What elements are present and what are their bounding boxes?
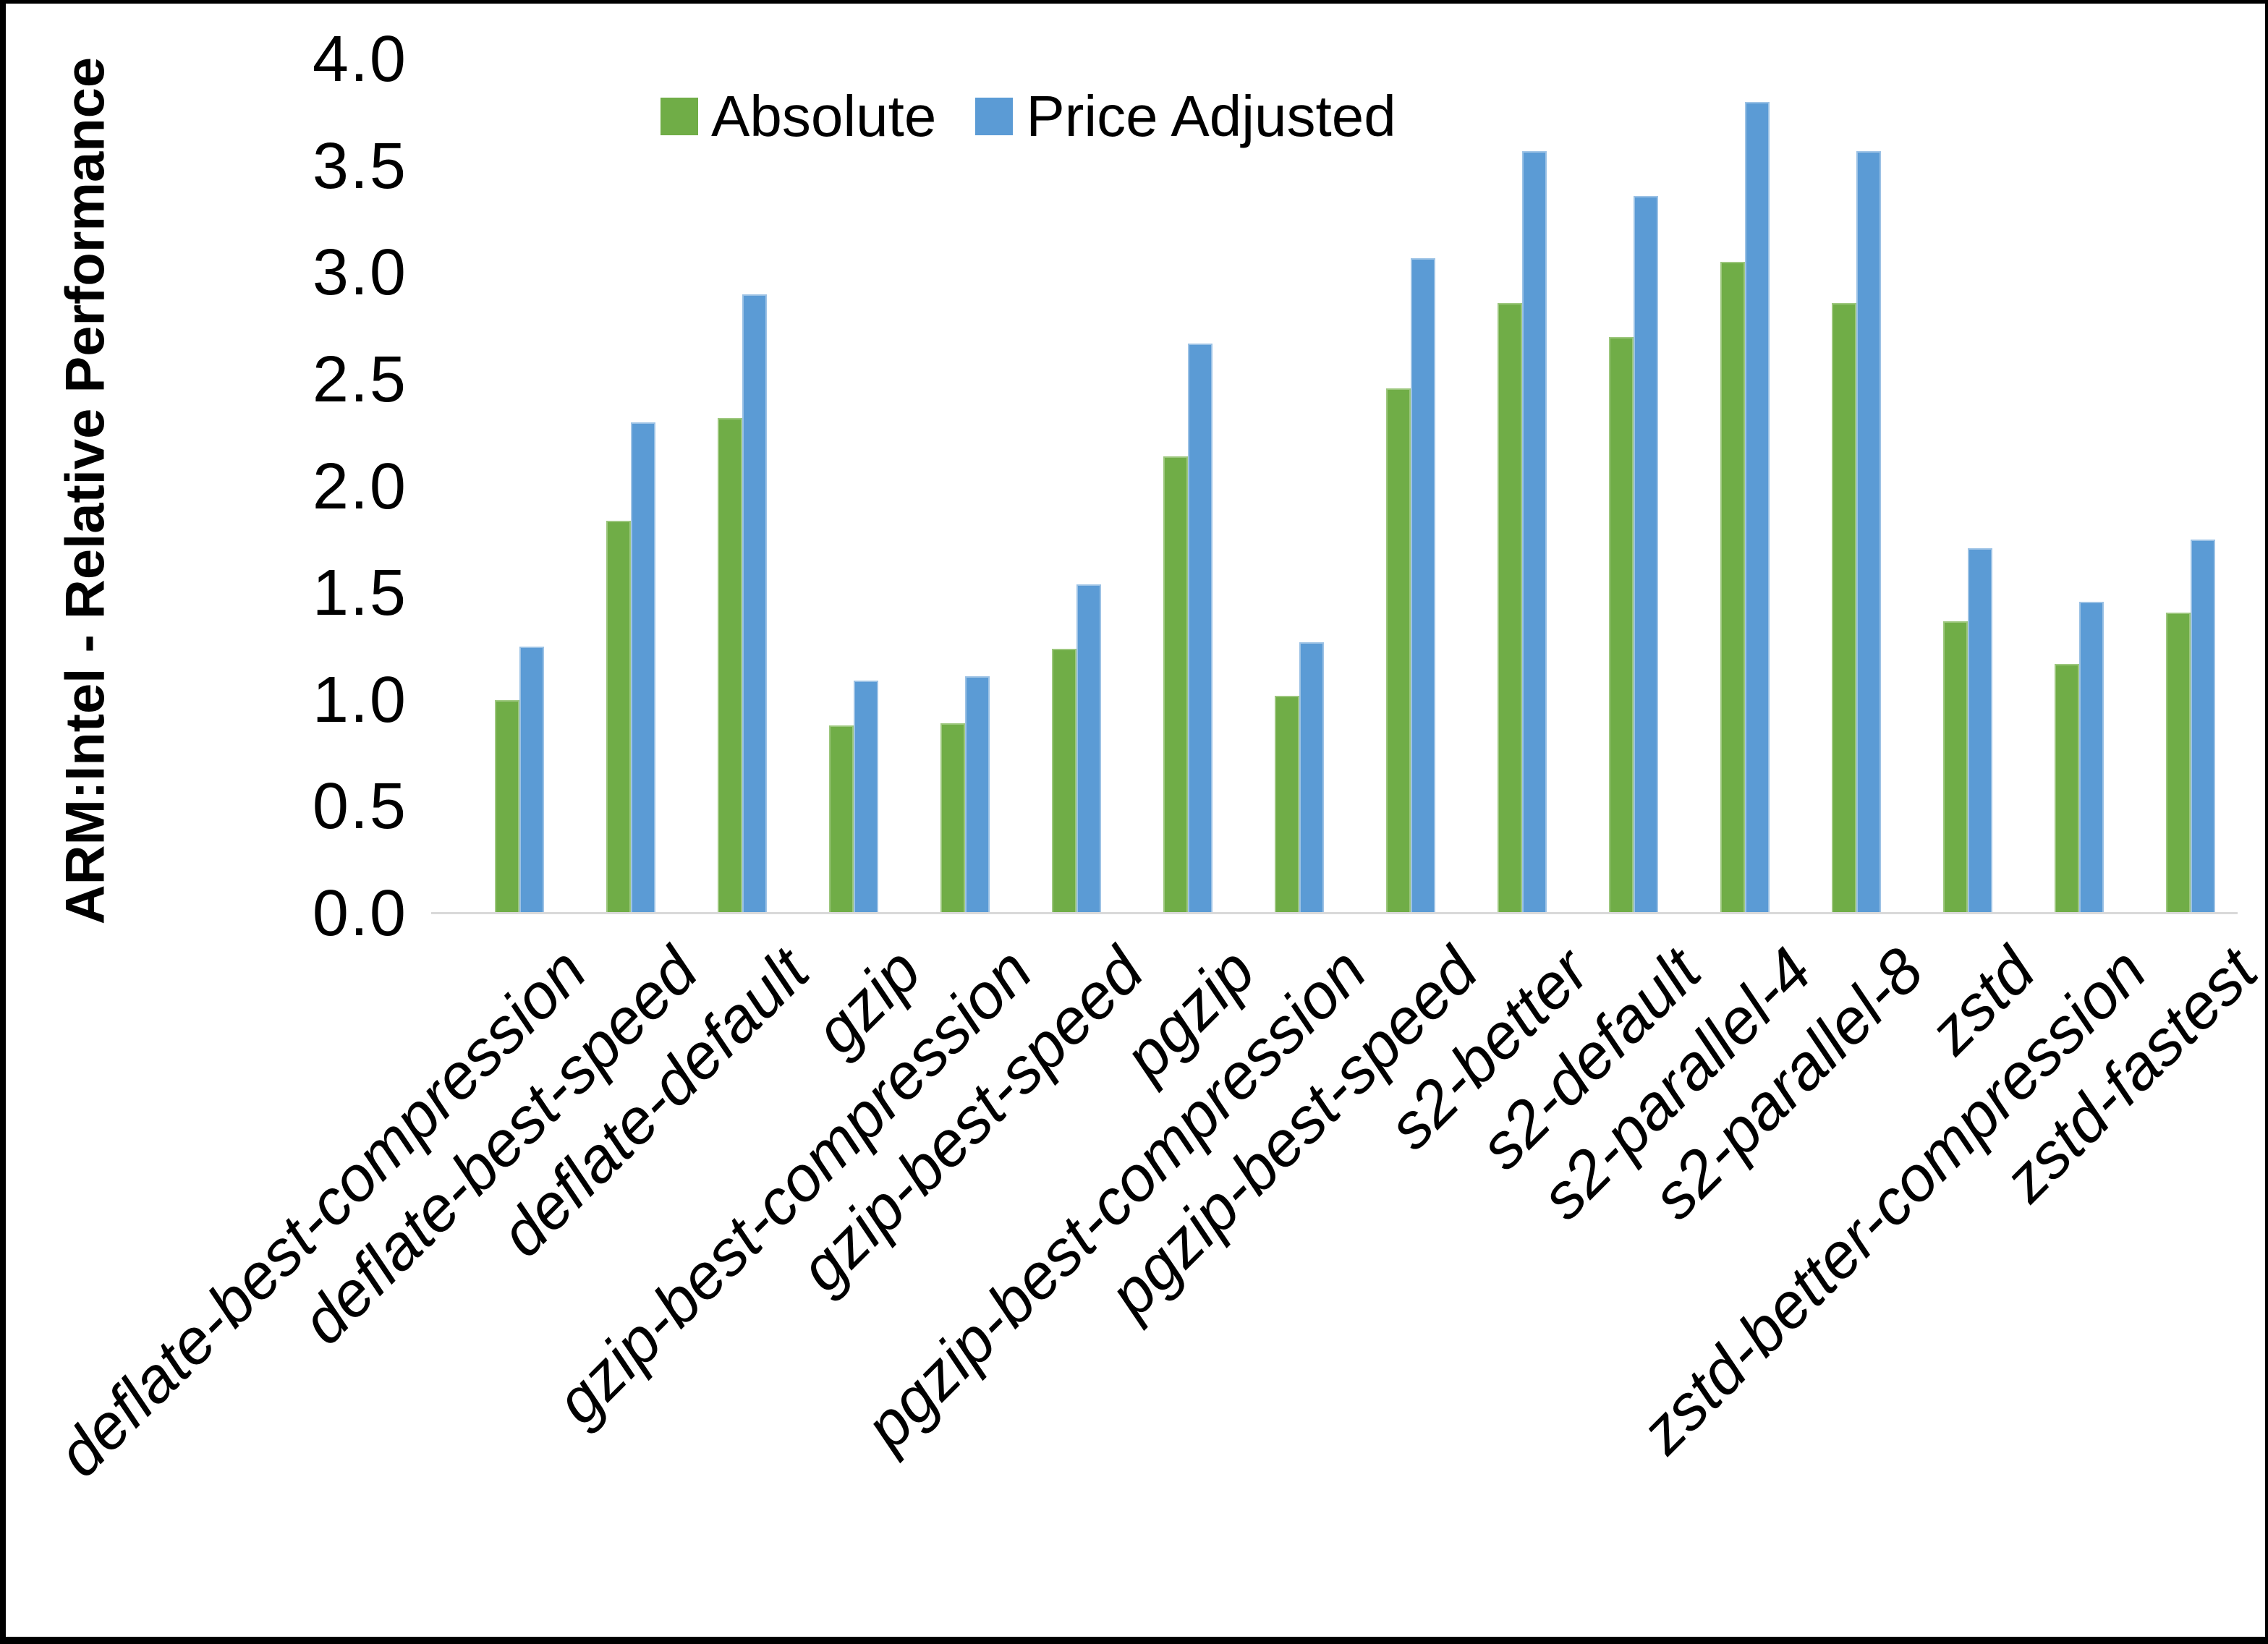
bar-price-adjusted-pgzip-best-speed (1411, 258, 1435, 913)
y-tick-label-1.5: 1.5 (312, 557, 407, 630)
bar-price-adjusted-pgzip-best-compression (1299, 642, 1324, 913)
bar-absolute-deflate-best-speed (606, 521, 631, 913)
legend-label-price-adjusted: Price Adjusted (1026, 84, 1396, 148)
x-axis-line (431, 912, 2238, 914)
legend-label-absolute: Absolute (711, 84, 937, 148)
bar-absolute-pgzip-best-speed (1386, 388, 1411, 913)
bar-absolute-s2-parallel-8 (1832, 303, 1856, 913)
bar-absolute-zstd (1943, 621, 1968, 913)
bar-absolute-s2-default (1609, 337, 1634, 913)
bar-absolute-deflate-best-compression (495, 700, 519, 913)
legend-swatch-price-adjusted (975, 98, 1014, 135)
y-tick-label-4.0: 4.0 (312, 23, 407, 95)
y-tick-label-1.0: 1.0 (312, 663, 407, 736)
bar-absolute-pgzip (1163, 456, 1188, 913)
bar-price-adjusted-s2-parallel-4 (1745, 102, 1770, 913)
bar-price-adjusted-s2-parallel-8 (1856, 151, 1881, 913)
bar-price-adjusted-s2-default (1634, 196, 1658, 913)
y-tick-label-0.0: 0.0 (312, 877, 407, 950)
bar-absolute-zstd-better-compression (2055, 664, 2079, 913)
bar-price-adjusted-deflate-best-compression (519, 647, 544, 913)
bar-price-adjusted-deflate-default (742, 294, 767, 913)
bar-price-adjusted-gzip-best-compression (965, 676, 990, 913)
bar-price-adjusted-zstd-better-compression (2079, 602, 2104, 913)
bar-price-adjusted-gzip (854, 681, 878, 913)
bar-price-adjusted-gzip-best-speed (1076, 584, 1101, 913)
legend-swatch-absolute (661, 98, 698, 135)
bar-absolute-gzip-best-compression (940, 723, 965, 913)
bar-price-adjusted-zstd-fastest (2191, 540, 2215, 913)
bar-price-adjusted-s2-better (1522, 151, 1547, 913)
bar-absolute-gzip-best-speed (1052, 649, 1076, 913)
bar-absolute-deflate-default (718, 418, 742, 913)
bar-absolute-gzip (829, 725, 854, 913)
bar-price-adjusted-pgzip (1188, 344, 1212, 913)
bar-absolute-pgzip-best-compression (1275, 696, 1299, 913)
y-tick-label-2.5: 2.5 (312, 343, 407, 416)
bar-absolute-zstd-fastest (2166, 613, 2191, 913)
y-tick-label-3.0: 3.0 (312, 237, 407, 310)
legend: Absolute Price Adjusted (661, 83, 1422, 150)
y-tick-label-0.5: 0.5 (312, 770, 407, 843)
bar-absolute-s2-better (1498, 303, 1522, 913)
bar-absolute-s2-parallel-4 (1720, 262, 1745, 913)
bar-price-adjusted-deflate-best-speed (631, 422, 655, 913)
y-tick-label-3.5: 3.5 (312, 129, 407, 203)
y-axis-title: ARM:Intel - Relative Performance (54, 56, 116, 925)
bar-price-adjusted-zstd (1968, 548, 1992, 913)
y-tick-label-2.0: 2.0 (312, 450, 407, 523)
